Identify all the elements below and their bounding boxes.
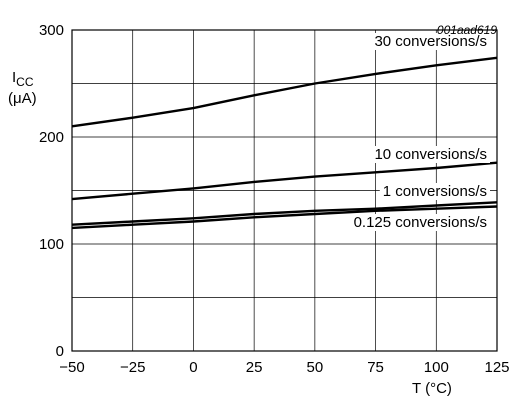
- y-axis-label-sub: CC: [16, 75, 34, 89]
- series-label-bg: [350, 214, 490, 231]
- y-axis-label-symbol: ICC: [12, 69, 34, 89]
- y-tick-label: 100: [39, 236, 64, 253]
- series-label-bg: [371, 33, 490, 50]
- y-tick-label: 300: [39, 22, 64, 39]
- series-label-bg: [379, 183, 490, 200]
- series-label: 30 conversions/s: [371, 33, 490, 50]
- y-axis-label-unit: (μA): [8, 90, 37, 107]
- x-axis-label: T (°C): [412, 380, 452, 397]
- series-label-text: 0.125 conversions/s: [354, 214, 487, 231]
- plot-frame: [71, 29, 498, 352]
- x-tick-label: 25: [246, 359, 263, 376]
- series-line: [71, 205, 498, 230]
- series-line: [71, 161, 498, 201]
- x-tick-label: 125: [484, 359, 509, 376]
- x-tick-label: 50: [307, 359, 324, 376]
- x-tick-label: −50: [59, 359, 84, 376]
- series-label: 0.125 conversions/s: [350, 214, 490, 231]
- grid: [71, 29, 498, 352]
- series-label-text: 10 conversions/s: [374, 146, 487, 163]
- series-labels: 30 conversions/s 10 conversions/s 1 conver…: [350, 33, 490, 231]
- series-lines: [71, 56, 498, 230]
- y-tick-label: 0: [56, 343, 64, 360]
- series-label-text: 1 conversions/s: [383, 183, 487, 200]
- series-line: [71, 201, 498, 226]
- x-tick-label: −25: [120, 359, 145, 376]
- tick-labels: −50 −25 0 25 50 75 100 125 0 100 200 300: [39, 22, 510, 376]
- y-tick-label: 200: [39, 129, 64, 146]
- series-label: 10 conversions/s: [371, 146, 490, 163]
- series-line: [71, 56, 498, 128]
- figure-reference: 001aad619: [437, 23, 497, 37]
- series-label: 1 conversions/s: [379, 183, 490, 200]
- series-label-text: 30 conversions/s: [374, 33, 487, 50]
- series-label-bg: [371, 146, 490, 163]
- x-tick-label: 75: [367, 359, 384, 376]
- x-tick-label: 100: [424, 359, 449, 376]
- y-axis-label-main: I: [12, 69, 16, 86]
- x-tick-label: 0: [189, 359, 197, 376]
